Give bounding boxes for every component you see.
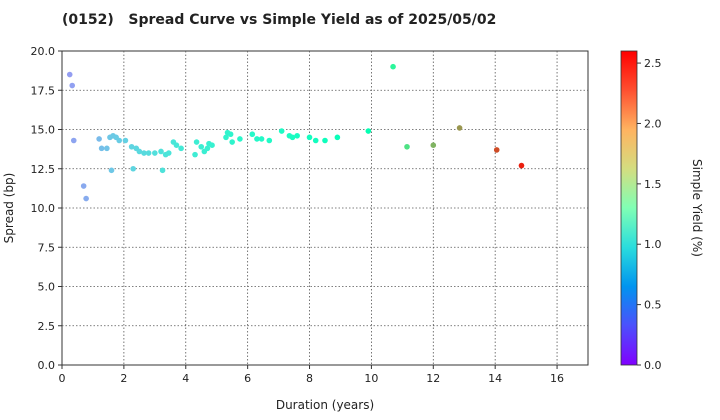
data-point: [193, 139, 200, 145]
data-point: [136, 148, 143, 155]
data-point: [237, 136, 243, 142]
x-axis-label: Duration (years): [276, 398, 374, 412]
data-point: [365, 128, 372, 134]
data-point: [70, 137, 77, 144]
data-point: [130, 165, 136, 172]
colorbar-tick-label: 2.5: [644, 57, 662, 70]
y-tick-label: 7.5: [38, 241, 56, 254]
data-point: [254, 136, 260, 142]
colorbar-axis: 0.0 0.5 1.0 1.5 2.0 2.5: [637, 57, 662, 372]
y-tick-label: 10.0: [31, 202, 56, 215]
colorbar-tick-label: 0.0: [644, 359, 662, 372]
colorbar-tick-label: 0.5: [644, 299, 662, 312]
data-point: [80, 183, 87, 189]
x-tick-label: 0: [59, 372, 66, 385]
x-tick-label: 4: [182, 372, 189, 385]
data-point: [223, 134, 229, 141]
data-point: [204, 145, 211, 152]
data-point: [249, 131, 256, 138]
data-point: [83, 195, 89, 202]
data-point: [404, 143, 410, 150]
y-tick-label: 20.0: [31, 45, 56, 58]
data-point: [456, 125, 463, 131]
data-point: [165, 150, 172, 156]
data-point: [108, 167, 115, 174]
data-point: [390, 63, 396, 70]
y-tick-label: 5.0: [38, 281, 56, 294]
data-point: [178, 145, 184, 152]
data-point: [145, 150, 152, 156]
data-point: [122, 137, 129, 144]
y-axis-label: Spread (bp): [2, 173, 16, 244]
data-point: [158, 148, 164, 155]
y-tick-label: 12.5: [31, 163, 56, 176]
data-point: [258, 136, 265, 142]
data-point: [266, 137, 273, 144]
y-tick-label: 0.0: [38, 359, 56, 372]
data-point: [198, 143, 205, 150]
data-point: [493, 147, 500, 153]
data-point: [66, 71, 73, 78]
colorbar: [620, 50, 638, 366]
colorbar-tick-label: 1.5: [644, 178, 662, 191]
data-point: [334, 134, 341, 141]
chart-title: (0152) Spread Curve vs Simple Yield as o…: [62, 12, 496, 28]
y-tick-label: 2.5: [38, 320, 56, 333]
x-tick-label: 10: [364, 372, 378, 385]
data-point: [289, 134, 296, 141]
data-point: [128, 143, 135, 150]
data-point: [116, 137, 123, 144]
data-point: [278, 128, 285, 134]
x-tick-label: 16: [550, 372, 564, 385]
data-points: [66, 63, 525, 202]
x-tick-label: 14: [488, 372, 502, 385]
x-tick-label: 8: [306, 372, 313, 385]
colorbar-label: Simple Yield (%): [690, 159, 704, 257]
data-point: [518, 162, 525, 169]
data-point: [192, 151, 198, 158]
data-point: [98, 145, 105, 152]
y-tick-label: 17.5: [31, 84, 56, 97]
data-point: [312, 137, 319, 144]
data-point: [430, 142, 437, 148]
data-point: [141, 150, 147, 156]
x-tick-label: 2: [120, 372, 127, 385]
data-point: [306, 134, 313, 141]
y-tick-label: 15.0: [31, 124, 56, 137]
data-point: [173, 142, 180, 148]
colorbar-tick-label: 2.0: [644, 117, 662, 130]
x-tick-label: 12: [426, 372, 440, 385]
data-point: [322, 137, 328, 144]
data-point: [104, 145, 110, 152]
colorbar-tick-label: 1.0: [644, 238, 662, 251]
data-point: [96, 136, 102, 142]
data-point: [209, 142, 215, 148]
data-point: [229, 139, 235, 145]
data-point: [227, 131, 234, 138]
grid-lines: [62, 51, 588, 365]
x-axis: 0 2 4 6 8 10 12 14 16: [59, 365, 564, 385]
data-point: [69, 82, 76, 89]
data-point: [152, 150, 158, 156]
data-point: [159, 167, 166, 174]
x-tick-label: 6: [244, 372, 251, 385]
data-point: [294, 132, 300, 139]
y-axis: 0.0 2.5 5.0 7.5 10.0 12.5 15.0 17.5 20.0: [31, 45, 62, 372]
